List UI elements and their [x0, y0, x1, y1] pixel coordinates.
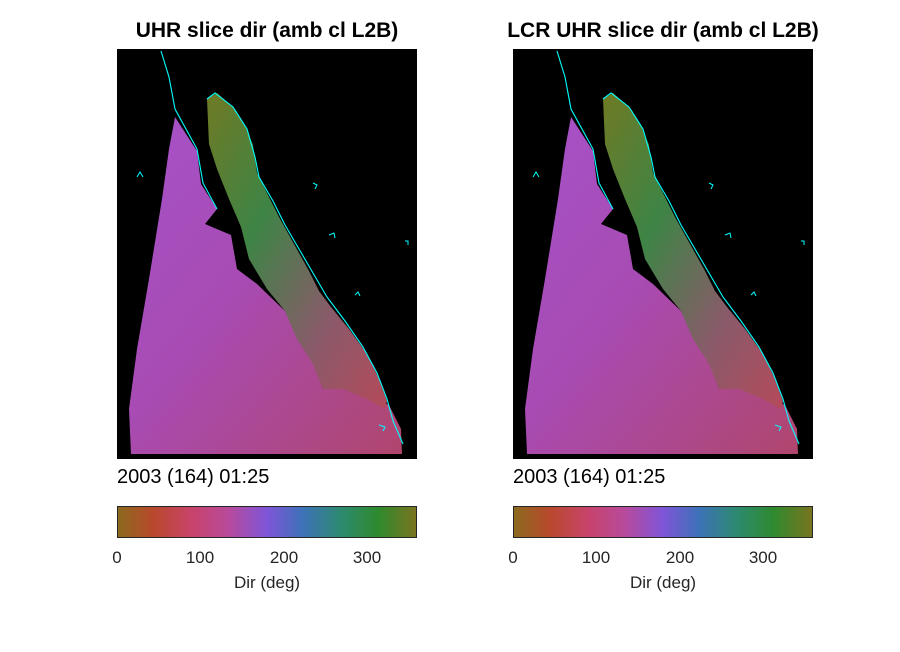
- gulf-field: [207, 93, 387, 409]
- colorbar: [513, 506, 813, 538]
- coastline-islands: [532, 171, 805, 432]
- colorbar-tick-100: 100: [581, 548, 611, 567]
- chart-panel-lcr-uhr: LCR UHR slice dir (amb cl L2B) 2003 (164…: [463, 0, 863, 652]
- chart-panel-uhr: UHR slice dir (amb cl L2B) 2003 (164) 01…: [67, 0, 467, 652]
- coastline: [556, 50, 800, 445]
- chart-title: LCR UHR slice dir (amb cl L2B): [507, 19, 819, 42]
- chart-title: UHR slice dir (amb cl L2B): [135, 19, 399, 42]
- colorbar-tick-0: 0: [508, 548, 518, 567]
- timestamp-label: 2003 (164) 01:25: [513, 466, 666, 488]
- colorbar-tick-200: 200: [269, 548, 299, 567]
- ocean-field: [525, 117, 798, 454]
- colorbar: [117, 506, 417, 538]
- timestamp-label: 2003 (164) 01:25: [117, 466, 270, 488]
- gulf-field: [603, 93, 783, 409]
- colorbar-label: Dir (deg): [233, 573, 301, 592]
- direction-map: [513, 49, 813, 459]
- coastline-islands: [136, 171, 409, 432]
- colorbar-tick-100: 100: [185, 548, 215, 567]
- colorbar-tick-200: 200: [665, 548, 695, 567]
- colorbar-tick-300: 300: [352, 548, 382, 567]
- coastline: [160, 50, 404, 445]
- colorbar-tick-0: 0: [112, 548, 122, 567]
- colorbar-tick-300: 300: [748, 548, 778, 567]
- direction-map: [117, 49, 417, 459]
- ocean-field: [129, 117, 402, 454]
- colorbar-label: Dir (deg): [629, 573, 697, 592]
